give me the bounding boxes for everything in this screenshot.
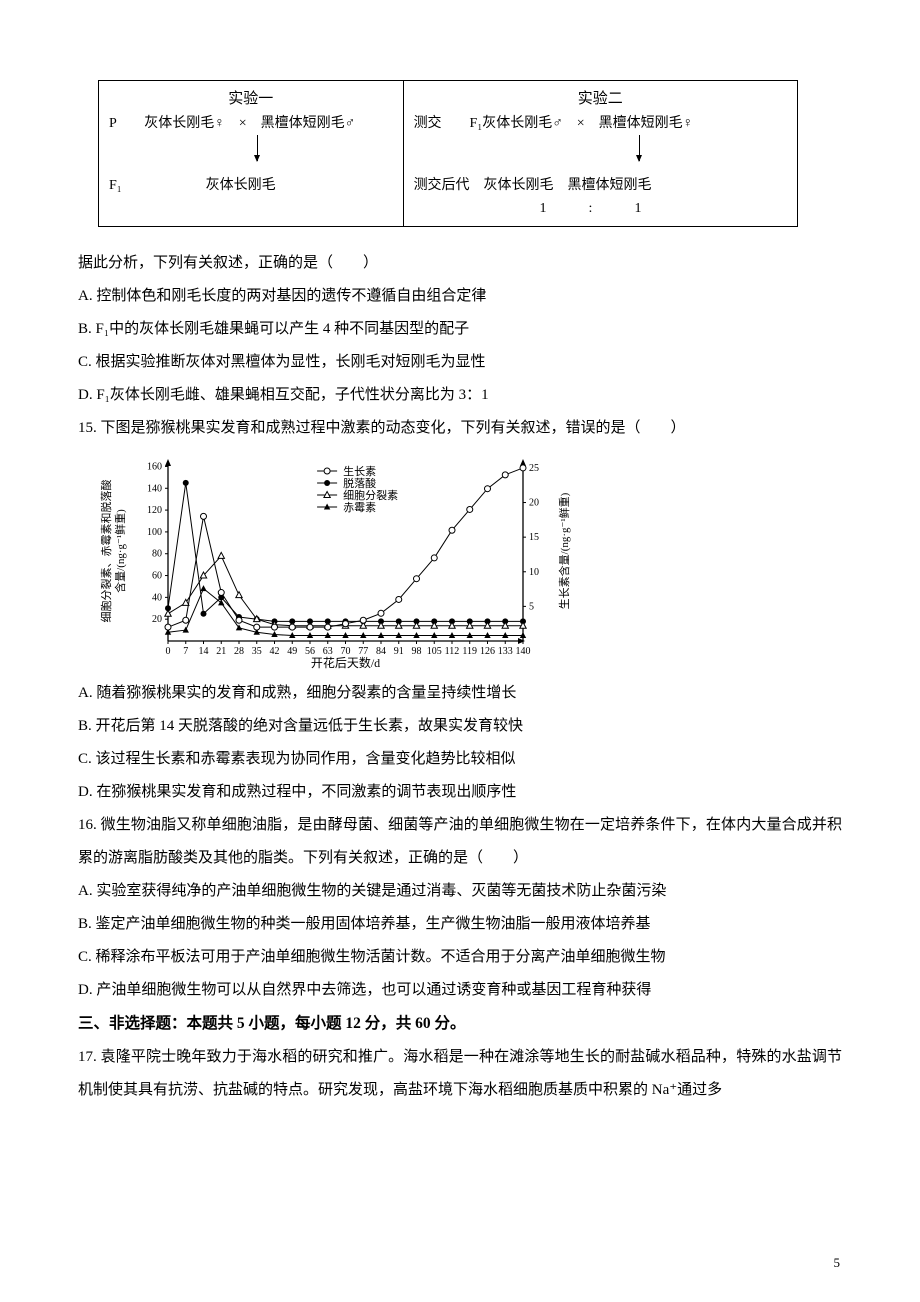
svg-text:91: 91 <box>394 646 404 657</box>
q15-option-d: D. 在猕猴桃果实发育和成熟过程中，不同激素的调节表现出顺序性 <box>78 776 842 809</box>
exp2-title: 实验二 <box>414 87 787 113</box>
page-number: 5 <box>834 1249 841 1278</box>
svg-text:生长素: 生长素 <box>343 464 376 478</box>
svg-text:21: 21 <box>216 646 226 657</box>
svg-text:细胞分裂素: 细胞分裂素 <box>343 489 398 502</box>
down-arrow-icon <box>639 135 640 161</box>
q16-option-a: A. 实验室获得纯净的产油单细胞微生物的关键是通过消毒、灭菌等无菌技术防止杂菌污… <box>78 875 842 908</box>
svg-text:7: 7 <box>183 646 188 657</box>
svg-text:49: 49 <box>287 646 297 657</box>
svg-text:140: 140 <box>516 646 531 657</box>
svg-text:28: 28 <box>234 646 244 657</box>
svg-text:133: 133 <box>498 646 513 657</box>
svg-text:42: 42 <box>270 646 280 657</box>
q14-stem: 据此分析，下列有关叙述，正确的是（ ） <box>78 247 842 280</box>
svg-text:120: 120 <box>147 505 162 516</box>
svg-text:60: 60 <box>152 571 162 582</box>
svg-text:105: 105 <box>427 646 442 657</box>
svg-text:160: 160 <box>147 462 162 473</box>
q16-option-d: D. 产油单细胞微生物可以从自然界中去筛选，也可以通过诱变育种或基因工程育种获得 <box>78 974 842 1007</box>
svg-text:35: 35 <box>252 646 262 657</box>
exp1-parents: P 灰体长刚毛♀ × 黑檀体短刚毛♂ <box>109 113 393 135</box>
svg-text:开花后天数/d: 开花后天数/d <box>311 655 380 670</box>
genetics-diagram-table: 实验一 P 灰体长刚毛♀ × 黑檀体短刚毛♂ F₁ 灰体长刚毛 实验二 测交 F… <box>98 80 798 227</box>
hormone-chart: 0714212835424956637077849198105112119126… <box>98 451 578 671</box>
svg-text:20: 20 <box>529 498 539 509</box>
exp2-arrow-cell <box>414 135 787 175</box>
svg-text:98: 98 <box>412 646 422 657</box>
svg-text:25: 25 <box>529 463 539 474</box>
down-arrow-icon <box>257 135 258 161</box>
q16-stem: 16. 微生物油脂又称单细胞油脂，是由酵母菌、细菌等产油的单细胞微生物在一定培养… <box>78 809 842 875</box>
svg-text:20: 20 <box>152 614 162 625</box>
svg-text:含量/(ng·g⁻¹鲜重): 含量/(ng·g⁻¹鲜重) <box>113 509 127 593</box>
svg-text:126: 126 <box>480 646 495 657</box>
q14-option-c: C. 根据实验推断灰体对黑檀体为显性，长刚毛对短刚毛为显性 <box>78 346 842 379</box>
q16-option-c: C. 稀释涂布平板法可用于产油单细胞微生物活菌计数。不适合用于分离产油单细胞微生… <box>78 941 842 974</box>
hormone-chart-svg: 0714212835424956637077849198105112119126… <box>98 451 578 671</box>
exp2-cross: 测交 F₁灰体长刚毛♂ × 黑檀体短刚毛♀ <box>414 113 787 135</box>
q16-option-b: B. 鉴定产油单细胞微生物的种类一般用固体培养基，生产微生物油脂一般用液体培养基 <box>78 908 842 941</box>
q15-option-c: C. 该过程生长素和赤霉素表现为协同作用，含量变化趋势比较相似 <box>78 743 842 776</box>
svg-text:112: 112 <box>445 646 460 657</box>
svg-text:细胞分裂素、赤霉素和脱落酸: 细胞分裂素、赤霉素和脱落酸 <box>99 480 113 623</box>
svg-text:生长素含量/(ng·g⁻¹鲜重): 生长素含量/(ng·g⁻¹鲜重) <box>557 493 571 610</box>
exp1-title: 实验一 <box>109 87 393 113</box>
exp2-ratio: 1 : 1 <box>414 198 787 220</box>
svg-text:14: 14 <box>199 646 209 657</box>
q17-stem: 17. 袁隆平院士晚年致力于海水稻的研究和推广。海水稻是一种在滩涂等地生长的耐盐… <box>78 1041 842 1107</box>
svg-text:140: 140 <box>147 483 162 494</box>
svg-text:80: 80 <box>152 549 162 560</box>
exp2-offspring: 测交后代 灰体长刚毛 黑檀体短刚毛 <box>414 175 787 197</box>
svg-text:5: 5 <box>529 602 534 613</box>
svg-text:15: 15 <box>529 532 539 543</box>
exp1-arrow-cell <box>109 135 393 175</box>
q15-option-b: B. 开花后第 14 天脱落酸的绝对含量远低于生长素，故果实发育较快 <box>78 710 842 743</box>
q14-option-b: B. F₁中的灰体长刚毛雄果蝇可以产生 4 种不同基因型的配子 <box>78 313 842 346</box>
exp1-f1: F₁ 灰体长刚毛 <box>109 175 393 197</box>
q15-option-a: A. 随着猕猴桃果实的发育和成熟，细胞分裂素的含量呈持续性增长 <box>78 677 842 710</box>
svg-text:脱落酸: 脱落酸 <box>343 476 376 490</box>
section-3-heading: 三、非选择题：本题共 5 小题，每小题 12 分，共 60 分。 <box>78 1007 842 1041</box>
svg-text:赤霉素: 赤霉素 <box>343 501 376 514</box>
q14-option-d: D. F₁灰体长刚毛雌、雄果蝇相互交配，子代性状分离比为 3：1 <box>78 379 842 412</box>
svg-text:100: 100 <box>147 527 162 538</box>
svg-text:40: 40 <box>152 593 162 604</box>
q14-option-a: A. 控制体色和刚毛长度的两对基因的遗传不遵循自由组合定律 <box>78 280 842 313</box>
q15-stem: 15. 下图是猕猴桃果实发育和成熟过程中激素的动态变化，下列有关叙述，错误的是（… <box>78 412 842 445</box>
svg-text:10: 10 <box>529 567 539 578</box>
svg-text:0: 0 <box>166 646 171 657</box>
svg-text:119: 119 <box>462 646 477 657</box>
